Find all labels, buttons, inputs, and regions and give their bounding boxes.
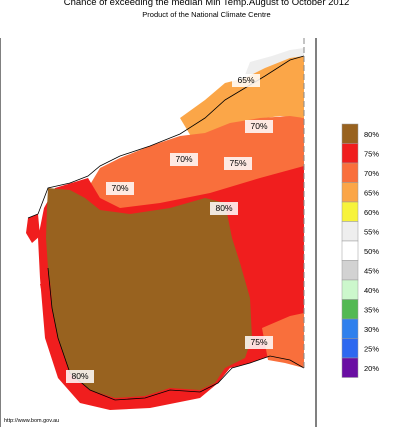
label-70-north: 70% [250, 121, 267, 131]
legend-swatch-60 [341, 201, 359, 222]
legend-swatch-35 [341, 299, 359, 320]
legend-label-20: 20% [364, 364, 379, 373]
legend-swatch-70 [341, 162, 359, 183]
legend-swatch-55 [341, 221, 359, 242]
legend-label-75: 75% [364, 149, 379, 158]
legend-label-65: 65% [364, 188, 379, 197]
legend-swatch-75 [341, 143, 359, 164]
label-70-west: 70% [111, 183, 128, 193]
label-80-center: 80% [215, 203, 232, 213]
legend-label-70: 70% [364, 169, 379, 178]
legend-swatch-30 [341, 318, 359, 339]
legend-label-45: 45% [364, 266, 379, 275]
region-80 [46, 188, 252, 398]
coastline-south [47, 267, 305, 401]
label-70-mid: 70% [175, 154, 192, 164]
legend-label-60: 60% [364, 208, 379, 217]
region-65-southeast [262, 313, 304, 368]
legend-swatch-50 [341, 240, 359, 261]
label-65: 65% [237, 75, 254, 85]
contour-labels: 65% 70% 70% 75% 70% 80% 75% 80% [66, 74, 273, 383]
legend-label-80: 80% [364, 130, 379, 139]
map-subtitle: Product of the National Climate Centre [142, 10, 271, 19]
legend-label-55: 55% [364, 227, 379, 236]
legend-label-25: 25% [364, 344, 379, 353]
map-title: Chance of exceeding the median Min Temp.… [63, 0, 350, 8]
legend-label-50: 50% [364, 247, 379, 256]
region-65 [180, 56, 304, 143]
legend-swatch-25 [341, 338, 359, 359]
legend-swatch-65 [341, 182, 359, 203]
label-75-east: 75% [229, 158, 246, 168]
legend-swatch-20 [341, 357, 359, 378]
legend: 80% 75% 70% 65% 60% 55% 50% 45% 40% 35% 30% 25% 20% [341, 123, 379, 378]
legend-label-35: 35% [364, 305, 379, 314]
map-area: 65% 70% 70% 75% 70% 80% 75% 80% 80% 75% 70… [0, 38, 413, 427]
legend-swatch-40 [341, 279, 359, 300]
legend-label-30: 30% [364, 325, 379, 334]
legend-swatch-80 [341, 123, 359, 144]
footer-url: http://www.bom.gov.au [4, 418, 60, 424]
island-west [26, 214, 40, 243]
legend-label-40: 40% [364, 286, 379, 295]
island-southwest [40, 282, 52, 304]
legend-swatch-45 [341, 260, 359, 281]
label-75-southeast: 75% [250, 337, 267, 347]
label-80-southwest: 80% [71, 371, 88, 381]
